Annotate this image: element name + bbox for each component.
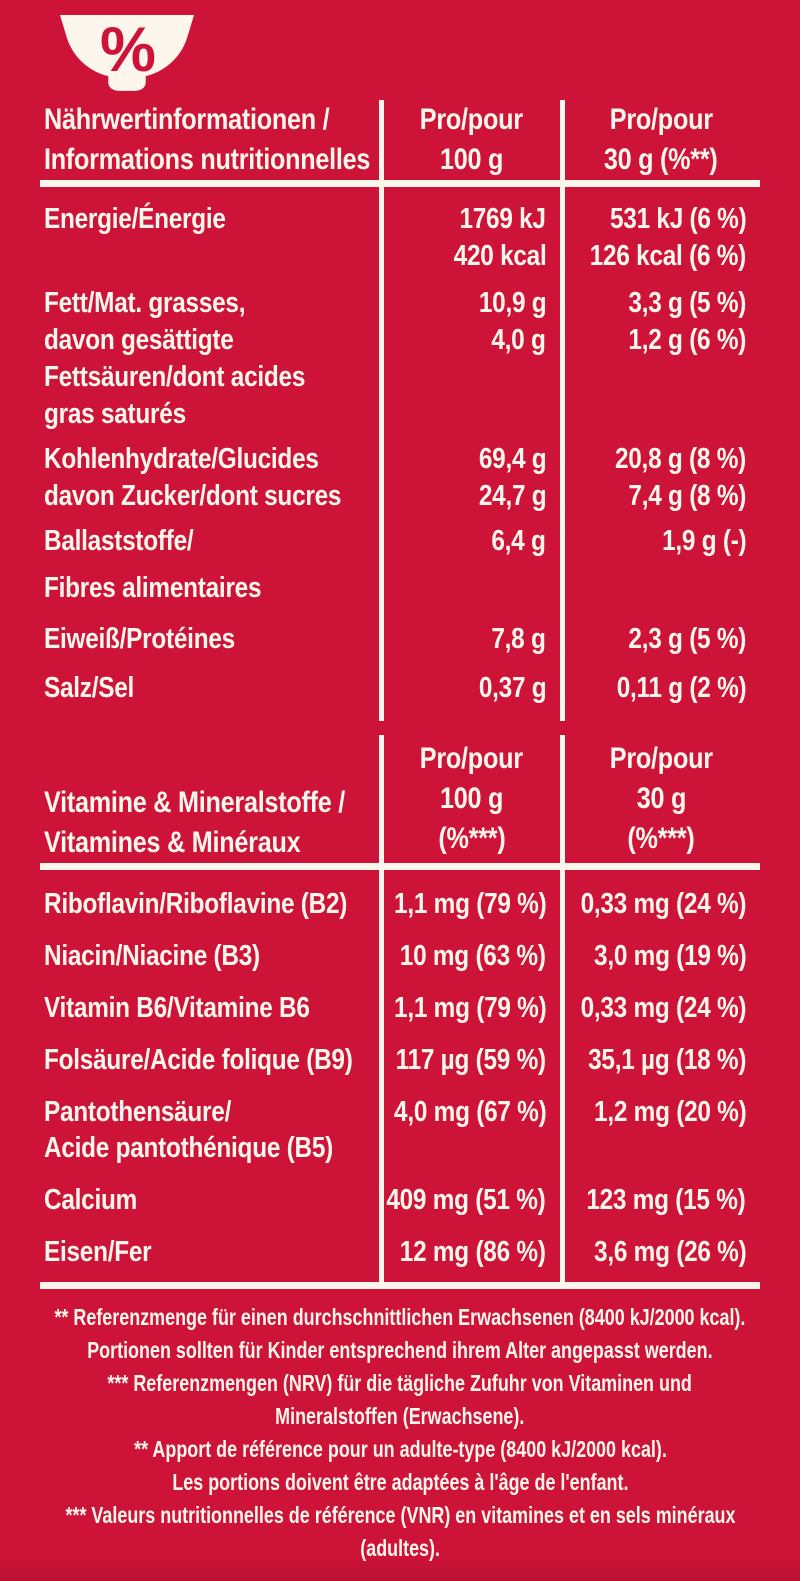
column-divider-1 — [379, 100, 384, 721]
row-fett: Fett/Mat. grasses, davon gesättigte Fett… — [40, 285, 760, 433]
value-per-30g: 3,6 mg (26 %) — [593, 1235, 747, 1268]
row-label: Kohlenhydrate/Glucides davon Zucker/dont… — [44, 443, 342, 512]
nutrition-table: Nährwertinformationen / Informations nut… — [40, 100, 760, 721]
nutrition-table-header: Nährwertinformationen / Informations nut… — [40, 100, 760, 180]
value-per-30g: 531 kJ (6 %) 126 kcal (6 %) — [589, 203, 747, 272]
row-label: Pantothensäure/ Acide pantothénique (B5) — [44, 1095, 333, 1164]
percent-glyph: % — [100, 15, 156, 85]
row-label: Eisen/Fer — [44, 1235, 152, 1268]
value-per-100g: 10,9 g 4,0 g — [478, 287, 546, 356]
footnote-line: Mineralstoffen (Erwachsene). — [275, 1403, 525, 1429]
row-folsaeure: Folsäure/Acide folique (B9) 117 µg (59 %… — [40, 1042, 760, 1078]
header-rule — [40, 180, 760, 187]
row-label: Calcium — [44, 1183, 138, 1216]
value-per-100g: 1,1 mg (79 %) — [393, 991, 547, 1024]
value-per-100g: 1,1 mg (79 %) — [393, 887, 547, 920]
value-per-30g: 123 mg (15 %) — [586, 1183, 746, 1216]
header-label-col: Nährwertinformationen / Informations nut… — [44, 103, 371, 176]
value-per-30g: 35,1 µg (18 %) — [587, 1043, 746, 1076]
value-per-100g: 10 mg (63 %) — [400, 939, 546, 972]
value-per-30g: 2,3 g (5 %) — [628, 623, 746, 655]
header-per100-col: Pro/pour 100 g (%***) — [419, 742, 523, 855]
value-per-100g: 0,37 g — [478, 672, 546, 704]
row-label: Ballaststoffe/ Fibres alimentaires — [44, 525, 262, 604]
row-label: Fett/Mat. grasses, davon gesättigte Fett… — [44, 287, 306, 430]
row-salz: Salz/Sel 0,37 g 0,11 g (2 %) — [40, 670, 760, 707]
value-per-30g: 1,2 mg (20 %) — [593, 1095, 747, 1128]
header-per30-col: Pro/pour 30 g (%***) — [609, 742, 713, 855]
row-label: Niacin/Niacine (B3) — [44, 939, 260, 972]
row-eisen: Eisen/Fer 12 mg (86 %) 3,6 mg (26 %) — [40, 1234, 760, 1270]
column-divider-2 — [560, 100, 565, 721]
row-label: Vitamin B6/Vitamine B6 — [44, 991, 310, 1024]
row-label: Energie/Énergie — [44, 203, 226, 235]
row-niacin: Niacin/Niacine (B3) 10 mg (63 %) 3,0 mg … — [40, 938, 760, 974]
value-per-30g: 0,33 mg (24 %) — [580, 991, 746, 1024]
header-per30-col: Pro/pour 30 g (%**) — [604, 103, 718, 176]
value-per-100g: 4,0 mg (67 %) — [393, 1095, 547, 1128]
value-per-30g: 3,0 mg (19 %) — [593, 939, 747, 972]
footnote-line: *** Valeurs nutritionnelles de référence… — [64, 1502, 736, 1528]
value-per-100g: 409 mg (51 %) — [386, 1183, 546, 1216]
value-per-30g: 0,11 g (2 %) — [616, 672, 746, 704]
value-per-30g: 3,3 g (5 %) 1,2 g (6 %) — [628, 287, 746, 356]
row-label: Eiweiß/Protéines — [44, 623, 235, 655]
row-pantothensaeure: Pantothensäure/ Acide pantothénique (B5)… — [40, 1094, 760, 1166]
value-per-100g: 69,4 g 24,7 g — [478, 443, 546, 512]
value-per-30g: 20,8 g (8 %) 7,4 g (8 %) — [614, 443, 746, 512]
vitamins-header-rule — [40, 863, 760, 870]
label-content: Nährwertinformationen / Informations nut… — [40, 100, 760, 1565]
value-per-100g: 1769 kJ 420 kcal — [453, 203, 546, 272]
column-divider-1 — [379, 735, 384, 1282]
vitamins-table-header: Vitamine & Mineralstoffe / Vitamines & M… — [40, 735, 760, 863]
value-per-30g: 1,9 g (-) — [661, 525, 747, 557]
footnote-line: Portionen sollten für Kinder entsprechen… — [87, 1337, 713, 1363]
bowl-percent-icon: % — [58, 10, 196, 94]
value-per-100g: 12 mg (86 %) — [400, 1235, 546, 1268]
row-ballaststoffe: Ballaststoffe/ Fibres alimentaires 6,4 g… — [40, 523, 760, 607]
bowl-icon-svg: % — [59, 15, 195, 91]
footnote-line: *** Referenzmengen (NRV) für die täglich… — [107, 1370, 693, 1396]
header-per100-col: Pro/pour 100 g — [419, 103, 523, 176]
value-per-100g: 117 µg (59 %) — [395, 1043, 546, 1076]
bottom-rule — [40, 1282, 760, 1289]
footnote-line: ** Apport de référence pour un adulte-ty… — [133, 1436, 667, 1462]
value-per-100g: 7,8 g — [491, 623, 547, 655]
column-divider-2 — [560, 735, 565, 1282]
row-vitamin-b6: Vitamin B6/Vitamine B6 1,1 mg (79 %) 0,3… — [40, 990, 760, 1026]
row-label: Salz/Sel — [44, 672, 135, 704]
row-label: Riboflavin/Riboflavine (B2) — [44, 887, 348, 920]
bottom-shadow — [0, 1555, 800, 1581]
footnotes: ** Referenzmenge für einen durchschnittl… — [40, 1289, 760, 1565]
vitamins-table: Vitamine & Mineralstoffe / Vitamines & M… — [40, 735, 760, 1282]
header-label-col: Vitamine & Mineralstoffe / Vitamines & M… — [44, 786, 346, 859]
value-per-30g: 0,33 mg (24 %) — [580, 887, 746, 920]
row-riboflavin: Riboflavin/Riboflavine (B2) 1,1 mg (79 %… — [40, 886, 760, 922]
row-eiweiss: Eiweiß/Protéines 7,8 g 2,3 g (5 %) — [40, 621, 760, 658]
footnote-line: (adultes). — [360, 1535, 440, 1561]
row-energie: Energie/Énergie 1769 kJ 420 kcal 531 kJ … — [40, 201, 760, 275]
value-per-100g: 6,4 g — [491, 525, 547, 557]
row-label: Folsäure/Acide folique (B9) — [44, 1043, 353, 1076]
row-calcium: Calcium 409 mg (51 %) 123 mg (15 %) — [40, 1182, 760, 1218]
footnote-line: ** Referenzmenge für einen durchschnittl… — [54, 1304, 746, 1330]
row-kohlenhydrate: Kohlenhydrate/Glucides davon Zucker/dont… — [40, 441, 760, 515]
footnote-line: Les portions doivent être adaptées à l'â… — [171, 1469, 629, 1495]
